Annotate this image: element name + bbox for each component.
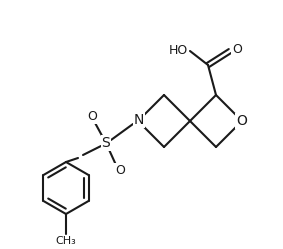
Text: O: O [237,114,247,128]
Text: S: S [102,136,110,150]
Text: O: O [232,43,242,56]
Text: O: O [87,110,97,123]
Text: N: N [134,113,144,127]
Text: HO: HO [169,44,188,57]
Text: CH₃: CH₃ [56,236,76,246]
Text: O: O [115,164,125,177]
